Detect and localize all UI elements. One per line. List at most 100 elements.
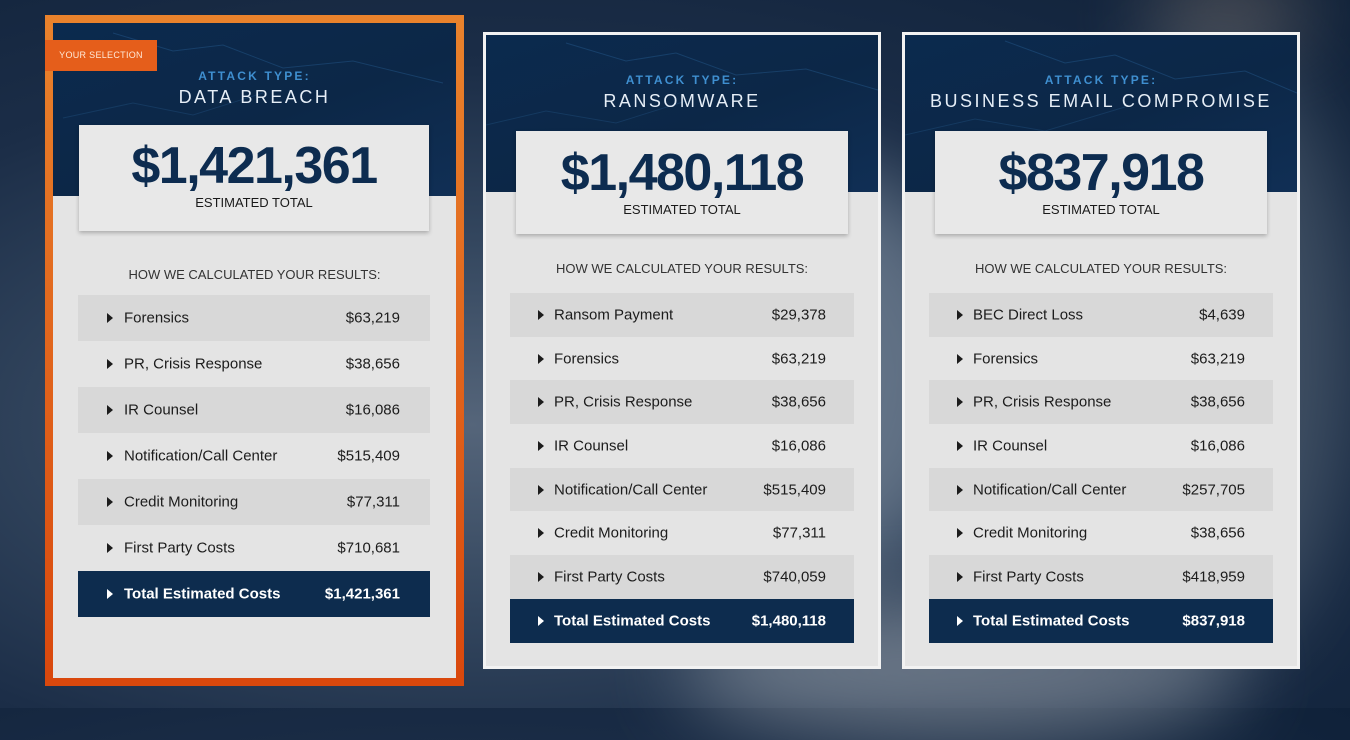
estimated-total-label: ESTIMATED TOTAL bbox=[1042, 202, 1160, 217]
expand-arrow-icon bbox=[957, 353, 963, 364]
cost-row-amount: $710,681 bbox=[337, 539, 400, 557]
cost-row-ir-counsel[interactable]: IR Counsel $16,086 bbox=[510, 424, 854, 468]
expand-arrow-icon bbox=[107, 451, 113, 461]
expand-arrow-icon bbox=[957, 309, 963, 320]
cost-row-label: Forensics bbox=[124, 309, 190, 327]
cost-row-amount: $16,086 bbox=[345, 401, 400, 419]
cost-row-ir-counsel[interactable]: IR Counsel $16,086 bbox=[929, 424, 1273, 468]
result-card-data-breach[interactable]: ATTACK TYPE: DATA BREACH YOUR SELECTION … bbox=[45, 15, 464, 686]
attack-type-name: BUSINESS EMAIL COMPROMISE bbox=[930, 91, 1272, 111]
cost-row-label: Total Estimated Costs bbox=[554, 612, 711, 630]
cost-row-label: First Party Costs bbox=[973, 568, 1084, 586]
cost-row-ir-counsel[interactable]: IR Counsel $16,086 bbox=[78, 387, 430, 433]
expand-arrow-icon bbox=[538, 571, 544, 582]
cost-row-label: Total Estimated Costs bbox=[973, 612, 1130, 630]
cost-row-amount: $740,059 bbox=[763, 568, 826, 586]
your-selection-badge: YOUR SELECTION bbox=[45, 40, 157, 71]
calculation-title: HOW WE CALCULATED YOUR RESULTS: bbox=[128, 267, 381, 282]
cost-row-notification-call-center[interactable]: Notification/Call Center $515,409 bbox=[78, 433, 430, 479]
expand-arrow-icon bbox=[538, 309, 544, 320]
cost-row-bec-direct-loss[interactable]: BEC Direct Loss $4,639 bbox=[929, 293, 1273, 337]
cost-row-credit-monitoring[interactable]: Credit Monitoring $77,311 bbox=[78, 479, 430, 525]
cost-row-label: Notification/Call Center bbox=[554, 481, 708, 499]
cost-row-total[interactable]: Total Estimated Costs $1,421,361 bbox=[78, 571, 430, 617]
expand-arrow-icon bbox=[957, 571, 963, 582]
cost-row-pr-crisis-response[interactable]: PR, Crisis Response $38,656 bbox=[78, 341, 430, 387]
cost-row-label: PR, Crisis Response bbox=[973, 393, 1112, 411]
estimated-total-amount: $1,421,361 bbox=[131, 137, 378, 195]
cost-row-forensics[interactable]: Forensics $63,219 bbox=[929, 337, 1273, 381]
estimated-total-label: ESTIMATED TOTAL bbox=[195, 195, 313, 210]
cost-row-label: Ransom Payment bbox=[554, 306, 674, 324]
cost-row-label: First Party Costs bbox=[124, 539, 235, 557]
result-card-business-email-compromise[interactable]: ATTACK TYPE: BUSINESS EMAIL COMPROMISE $… bbox=[902, 32, 1300, 669]
cost-row-credit-monitoring[interactable]: Credit Monitoring $38,656 bbox=[929, 511, 1273, 555]
cost-row-pr-crisis-response[interactable]: PR, Crisis Response $38,656 bbox=[510, 380, 854, 425]
expand-arrow-icon bbox=[538, 615, 544, 626]
expand-arrow-icon bbox=[107, 359, 113, 369]
cost-row-amount: $77,311 bbox=[772, 524, 826, 542]
cost-row-amount: $63,219 bbox=[771, 350, 826, 368]
cost-row-label: Notification/Call Center bbox=[973, 481, 1127, 499]
cost-row-label: Notification/Call Center bbox=[124, 447, 278, 465]
expand-arrow-icon bbox=[957, 615, 963, 626]
cost-row-label: PR, Crisis Response bbox=[554, 393, 693, 411]
estimated-total-box: $837,918 ESTIMATED TOTAL bbox=[935, 131, 1267, 234]
cost-breakdown-list: Forensics $63,219 PR, Crisis Response $3… bbox=[78, 295, 430, 617]
expand-arrow-icon bbox=[957, 484, 963, 495]
expand-arrow-icon bbox=[107, 405, 113, 415]
cost-row-amount: $1,421,361 bbox=[324, 585, 400, 603]
cost-row-label: Total Estimated Costs bbox=[124, 585, 281, 603]
cost-row-credit-monitoring[interactable]: Credit Monitoring $77,311 bbox=[510, 511, 854, 555]
crack-texture bbox=[905, 40, 1297, 136]
estimated-total-amount: $1,480,118 bbox=[560, 144, 805, 202]
cost-row-amount: $418,959 bbox=[1182, 568, 1245, 586]
cost-row-first-party-costs[interactable]: First Party Costs $418,959 bbox=[929, 555, 1273, 599]
cost-row-amount: $1,480,118 bbox=[751, 612, 826, 630]
cost-row-first-party-costs[interactable]: First Party Costs $740,059 bbox=[510, 555, 854, 599]
cost-row-amount: $4,639 bbox=[1199, 306, 1245, 324]
estimated-total-label: ESTIMATED TOTAL bbox=[623, 202, 741, 217]
cost-row-amount: $63,219 bbox=[1190, 350, 1245, 368]
estimated-total-amount: $837,918 bbox=[998, 144, 1205, 202]
cost-row-amount: $837,918 bbox=[1182, 612, 1245, 630]
cost-row-label: Credit Monitoring bbox=[973, 524, 1088, 542]
cost-row-label: First Party Costs bbox=[554, 568, 665, 586]
cost-row-notification-call-center[interactable]: Notification/Call Center $515,409 bbox=[510, 467, 854, 512]
cost-row-label: BEC Direct Loss bbox=[973, 306, 1084, 324]
crack-texture bbox=[62, 32, 444, 119]
cost-row-pr-crisis-response[interactable]: PR, Crisis Response $38,656 bbox=[929, 380, 1273, 425]
cost-row-amount: $257,705 bbox=[1182, 481, 1245, 499]
attack-type-name: RANSOMWARE bbox=[603, 91, 761, 111]
result-card-ransomware[interactable]: ATTACK TYPE: RANSOMWARE $1,480,118 ESTIM… bbox=[483, 32, 881, 669]
expand-arrow-icon bbox=[107, 543, 113, 553]
cost-row-total[interactable]: Total Estimated Costs $837,918 bbox=[929, 598, 1273, 643]
expand-arrow-icon bbox=[538, 353, 544, 364]
cost-row-ransom-payment[interactable]: Ransom Payment $29,378 bbox=[510, 293, 854, 337]
calculation-title: HOW WE CALCULATED YOUR RESULTS: bbox=[555, 261, 809, 276]
cost-row-amount: $38,656 bbox=[345, 355, 400, 373]
cost-row-notification-call-center[interactable]: Notification/Call Center $257,705 bbox=[929, 467, 1273, 512]
cost-row-amount: $515,409 bbox=[763, 481, 826, 499]
expand-arrow-icon bbox=[107, 589, 113, 599]
cost-row-amount: $63,219 bbox=[345, 309, 400, 327]
cost-breakdown-list: BEC Direct Loss $4,639 Forensics $63,219… bbox=[929, 293, 1273, 643]
estimated-total-box: $1,421,361 ESTIMATED TOTAL bbox=[79, 125, 429, 231]
cost-row-amount: $77,311 bbox=[346, 493, 400, 511]
cost-row-first-party-costs[interactable]: First Party Costs $710,681 bbox=[78, 525, 430, 571]
expand-arrow-icon bbox=[538, 528, 544, 539]
calculation-title: HOW WE CALCULATED YOUR RESULTS: bbox=[974, 261, 1228, 276]
cost-row-amount: $29,378 bbox=[771, 306, 826, 324]
expand-arrow-icon bbox=[957, 397, 963, 408]
cost-row-total[interactable]: Total Estimated Costs $1,480,118 bbox=[510, 598, 854, 643]
expand-arrow-icon bbox=[957, 528, 963, 539]
cost-row-forensics[interactable]: Forensics $63,219 bbox=[510, 337, 854, 381]
expand-arrow-icon bbox=[538, 440, 544, 451]
cost-row-amount: $38,656 bbox=[1190, 524, 1245, 542]
cost-row-forensics[interactable]: Forensics $63,219 bbox=[78, 295, 430, 341]
cost-row-label: IR Counsel bbox=[554, 437, 629, 455]
cost-row-label: PR, Crisis Response bbox=[124, 355, 263, 373]
attack-type-label: ATTACK TYPE: bbox=[1044, 73, 1158, 87]
cost-row-label: IR Counsel bbox=[973, 437, 1048, 455]
estimated-total-box: $1,480,118 ESTIMATED TOTAL bbox=[516, 131, 848, 234]
